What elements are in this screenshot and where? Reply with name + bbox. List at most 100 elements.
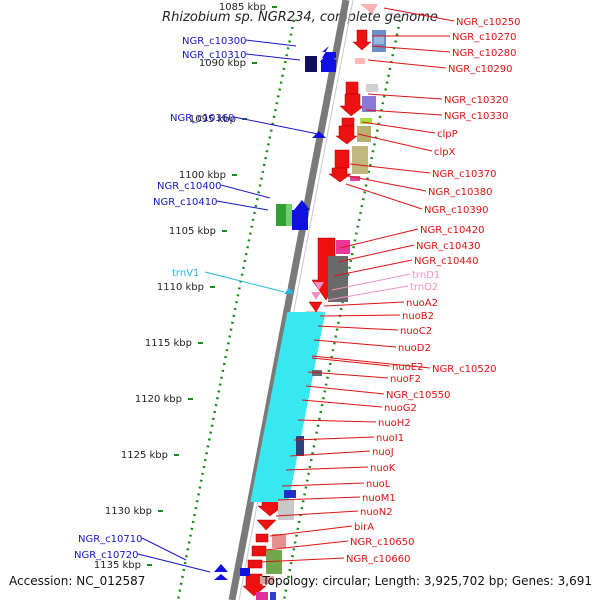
leader-line [383, 7, 455, 22]
tick-mark [272, 6, 277, 8]
left-leader-lines: NGR_c10300 NGR_c10310 NGR_c10360 NGR_c10400… [74, 36, 319, 573]
leader-line [281, 482, 365, 487]
leader-line [307, 371, 389, 379]
leader-line [361, 121, 436, 134]
gene-label-right: NGR_c10270 [452, 32, 517, 43]
leader-line [345, 183, 423, 210]
leader-line [275, 510, 359, 517]
gene-label-right: nuoI1 [376, 433, 404, 444]
gene-NGR_c10660-block [266, 550, 282, 574]
leader-line [331, 273, 411, 291]
leader-line [259, 557, 345, 563]
leader-line [301, 399, 383, 408]
leader-line [367, 93, 443, 100]
leader-line [311, 357, 391, 367]
gene-label-left: NGR_c10310 [182, 50, 247, 61]
gene-label-right: NGR_c10660 [346, 554, 411, 565]
gene-clpX [335, 125, 358, 145]
leader-line [337, 244, 415, 263]
gene-label-right: NGR_c10380 [428, 187, 493, 198]
gene-NGR_c10380 [328, 167, 352, 183]
gene-label-right: NGR_c10250 [456, 17, 521, 28]
outer-track-blocks [250, 30, 386, 600]
tick-group: 1085 kbp 1090 kbp 1095 kbp 1100 kbp 1105 kbp… [94, 2, 277, 571]
tick-mark [252, 62, 257, 64]
gene-label-right: NGR_c10420 [420, 225, 485, 236]
gene-label-right: nuoG2 [384, 403, 417, 414]
leader-line [233, 116, 319, 135]
leader-line [333, 259, 413, 277]
gene-nuoA2 [308, 301, 323, 313]
leader-line [285, 466, 369, 471]
gene-NGR_c10440-block [328, 256, 348, 302]
leader-line [339, 228, 419, 249]
gene-NGR_c10400 [276, 204, 286, 226]
gene-NGR_c10320-block [366, 84, 378, 92]
tick-label: 1110 kbp [157, 282, 204, 293]
gene-label-right: clpX [434, 147, 456, 158]
gene-label-right: nuoB2 [402, 311, 434, 322]
leader-line [371, 45, 451, 53]
gene-label-right: NGR_c10330 [444, 111, 509, 122]
tick-label: 1125 kbp [121, 450, 168, 461]
gene-NGR_c10270 [352, 29, 372, 51]
gene-label-right: NGR_c10320 [444, 95, 509, 106]
leader-line [289, 450, 371, 457]
leader-line [141, 537, 187, 561]
gene-label-right: nuoF2 [390, 374, 421, 385]
gene-label-right: NGR_c10280 [452, 48, 517, 59]
gene-label-right: trnD2 [410, 282, 438, 293]
leader-line [265, 540, 349, 551]
leader-line [204, 271, 285, 293]
gene-label-left: trnV1 [172, 268, 199, 279]
gene-label-left: NGR_c10720 [74, 550, 139, 561]
gene-label-left: NGR_c10360 [170, 113, 235, 124]
leader-line [317, 325, 399, 331]
gene-NGR_c10370-block [352, 146, 368, 174]
nuo-dark-2 [296, 436, 304, 456]
gene-NGR_c10390 [350, 176, 360, 181]
tick-mark [232, 174, 237, 176]
leader-line [216, 200, 269, 211]
leader-line [245, 39, 297, 47]
right-leader-lines: NGR_c10250 NGR_c10270 NGR_c10280 NGR_c10290… [259, 7, 521, 565]
tick-label: 1090 kbp [199, 58, 246, 69]
gene-label-right: NGR_c10440 [414, 256, 479, 267]
gene-label-right: trnD1 [412, 270, 440, 281]
gene-NGR_c10250 [360, 4, 378, 14]
gene-label-right: nuoJ [372, 447, 394, 458]
gene-label-right: NGR_c10650 [350, 537, 415, 548]
leader-line [365, 109, 443, 116]
leader-line [347, 175, 427, 192]
gene-label-right: NGR_c10430 [416, 241, 481, 252]
gene-label-right: nuoE2 [392, 362, 423, 373]
leader-line [319, 314, 401, 317]
gene-NGR_c10310 [321, 60, 336, 72]
leader-line [327, 285, 409, 301]
gene-label-right: NGR_c10370 [432, 169, 497, 180]
tick-mark [158, 510, 163, 512]
gene-clpP-block [360, 118, 372, 124]
leader-line [269, 525, 353, 537]
gene-label-right: nuoA2 [406, 298, 438, 309]
gene-birA [255, 533, 269, 543]
tick-label: 1120 kbp [135, 394, 182, 405]
gene-label-left: NGR_c10400 [157, 181, 222, 192]
gene-NGR_c10330 [339, 93, 365, 117]
tick-mark [198, 342, 203, 344]
leader-line [313, 339, 397, 348]
tick-label: 1085 kbp [219, 2, 266, 13]
tick-mark [174, 454, 179, 456]
leader-line [305, 385, 385, 395]
gene-label-right: nuoD2 [398, 343, 431, 354]
tick-mark [147, 564, 152, 566]
leader-line [311, 355, 431, 369]
gene-trnD1 [314, 282, 324, 290]
leader-line [293, 436, 375, 441]
tick-label: 1130 kbp [105, 506, 152, 517]
gene-label-right: nuoH2 [378, 418, 411, 429]
tick-mark [210, 286, 215, 288]
gene-NGR_c10290 [355, 58, 365, 64]
forward-genes [214, 46, 337, 580]
tick-label: 1095 kbp [189, 114, 236, 125]
